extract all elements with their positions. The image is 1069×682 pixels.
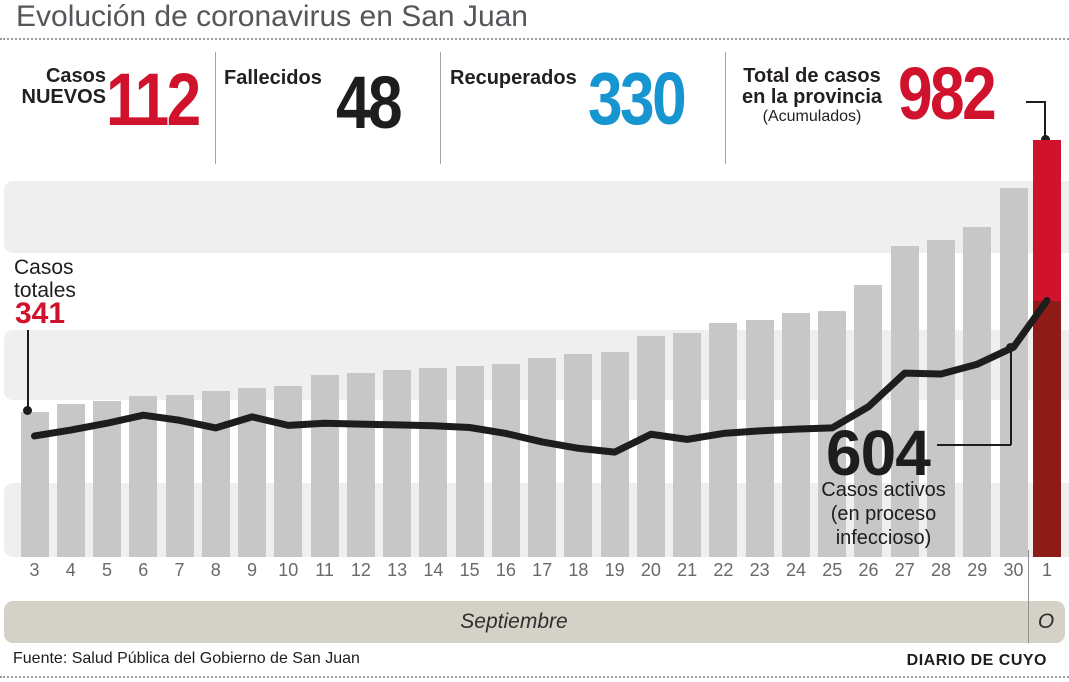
- x-label-1: 1: [1041, 560, 1052, 580]
- stat-value-total: 982: [898, 52, 997, 135]
- stat-label-casos-nuevos: Casos NUEVOS: [21, 65, 106, 108]
- page-title: Evolución de coronavirus en San Juan: [16, 0, 528, 33]
- bar-sep-9: [238, 388, 267, 557]
- bar-sep-7: [165, 394, 194, 557]
- x-label-16: 16: [495, 560, 516, 580]
- stat-value-recuperados: 330: [588, 57, 687, 140]
- leader-982-vertical: [1044, 101, 1046, 137]
- dotted-divider-bottom: [0, 676, 1069, 678]
- month-label-october: O: [1037, 610, 1055, 633]
- bar-sep-11: [310, 375, 339, 557]
- x-label-29: 29: [967, 560, 988, 580]
- month-label-septiembre: Septiembre: [460, 610, 568, 633]
- x-label-12: 12: [350, 560, 371, 580]
- x-label-13: 13: [387, 560, 408, 580]
- month-band: [4, 601, 1065, 643]
- bar-sep-18: [564, 354, 593, 557]
- x-label-18: 18: [568, 560, 589, 580]
- bar-sep-6: [129, 396, 158, 557]
- bar-sep-14: [419, 367, 448, 557]
- x-label-5: 5: [102, 560, 113, 580]
- stat-label-fallecidos: Fallecidos: [224, 67, 322, 89]
- x-label-17: 17: [532, 560, 553, 580]
- x-label-24: 24: [785, 560, 806, 580]
- leader-604-vertical: [1010, 350, 1012, 445]
- x-label-6: 6: [138, 560, 149, 580]
- bar-sep-8: [201, 390, 230, 557]
- annotation-casos-totales-label: Casos totales: [14, 256, 76, 302]
- bar-sep-4: [56, 404, 85, 557]
- x-label-26: 26: [858, 560, 879, 580]
- bar-oct-1-active-segment: [1033, 300, 1061, 557]
- x-label-30: 30: [1003, 560, 1024, 580]
- stats-divider-2: [440, 52, 441, 164]
- bar-sep-17: [528, 357, 557, 557]
- annotation-casos-activos-value: 604: [826, 417, 931, 489]
- leader-604-dot: [1006, 343, 1015, 352]
- x-label-7: 7: [174, 560, 185, 580]
- annotation-casos-activos-label: Casos activos (en proceso infeccioso): [821, 479, 946, 549]
- x-label-11: 11: [315, 560, 334, 580]
- x-label-10: 10: [278, 560, 299, 580]
- stat-label-total: Total de casos en la provincia: [741, 65, 883, 108]
- bar-sep-22: [709, 322, 738, 557]
- stat-label-recuperados: Recuperados: [450, 67, 577, 89]
- bar-sep-20: [636, 336, 665, 557]
- bar-sep-29: [963, 227, 992, 557]
- x-label-27: 27: [894, 560, 915, 580]
- x-label-15: 15: [459, 560, 480, 580]
- x-label-23: 23: [749, 560, 770, 580]
- bar-sep-15: [455, 365, 484, 557]
- publisher-credit: DIARIO DE CUYO: [906, 652, 1047, 669]
- dotted-divider-top: [0, 38, 1069, 40]
- x-label-20: 20: [640, 560, 661, 580]
- bar-sep-16: [491, 363, 520, 557]
- bar-sep-12: [346, 373, 375, 557]
- stat-block-total: Total de casos en la provincia (Acumulad…: [733, 66, 891, 126]
- bar-sep-3: [20, 412, 49, 557]
- x-label-3: 3: [29, 560, 40, 580]
- bar-sep-13: [383, 370, 412, 557]
- bar-sep-19: [600, 351, 629, 557]
- month-divider-line: [1028, 550, 1029, 643]
- bar-sep-30: [999, 187, 1028, 557]
- grid-band-0: [4, 181, 1069, 253]
- x-label-9: 9: [247, 560, 258, 580]
- stats-divider-3: [725, 52, 726, 164]
- bar-sep-5: [93, 400, 122, 557]
- x-label-8: 8: [210, 560, 221, 580]
- bar-sep-21: [673, 332, 702, 557]
- bar-sep-23: [745, 320, 774, 557]
- stat-sublabel-total: (Acumulados): [762, 108, 862, 125]
- source-credit: Fuente: Salud Pública del Gobierno de Sa…: [13, 650, 360, 667]
- leader-604-horizontal: [937, 444, 1011, 446]
- leader-341-vertical: [27, 330, 29, 408]
- x-label-19: 19: [604, 560, 625, 580]
- x-label-21: 21: [677, 560, 698, 580]
- stat-value-fallecidos: 48: [336, 61, 403, 144]
- stat-value-casos-nuevos: 112: [106, 58, 201, 141]
- x-label-14: 14: [423, 560, 444, 580]
- leader-341-dot: [23, 406, 32, 415]
- x-label-25: 25: [822, 560, 843, 580]
- x-label-22: 22: [713, 560, 734, 580]
- leader-982-dot: [1041, 135, 1050, 144]
- bar-sep-10: [274, 385, 303, 557]
- leader-982-horizontal: [1026, 101, 1046, 103]
- annotation-casos-totales-value: 341: [15, 297, 66, 330]
- x-label-4: 4: [65, 560, 76, 580]
- x-label-28: 28: [930, 560, 952, 580]
- stats-divider-1: [215, 52, 216, 164]
